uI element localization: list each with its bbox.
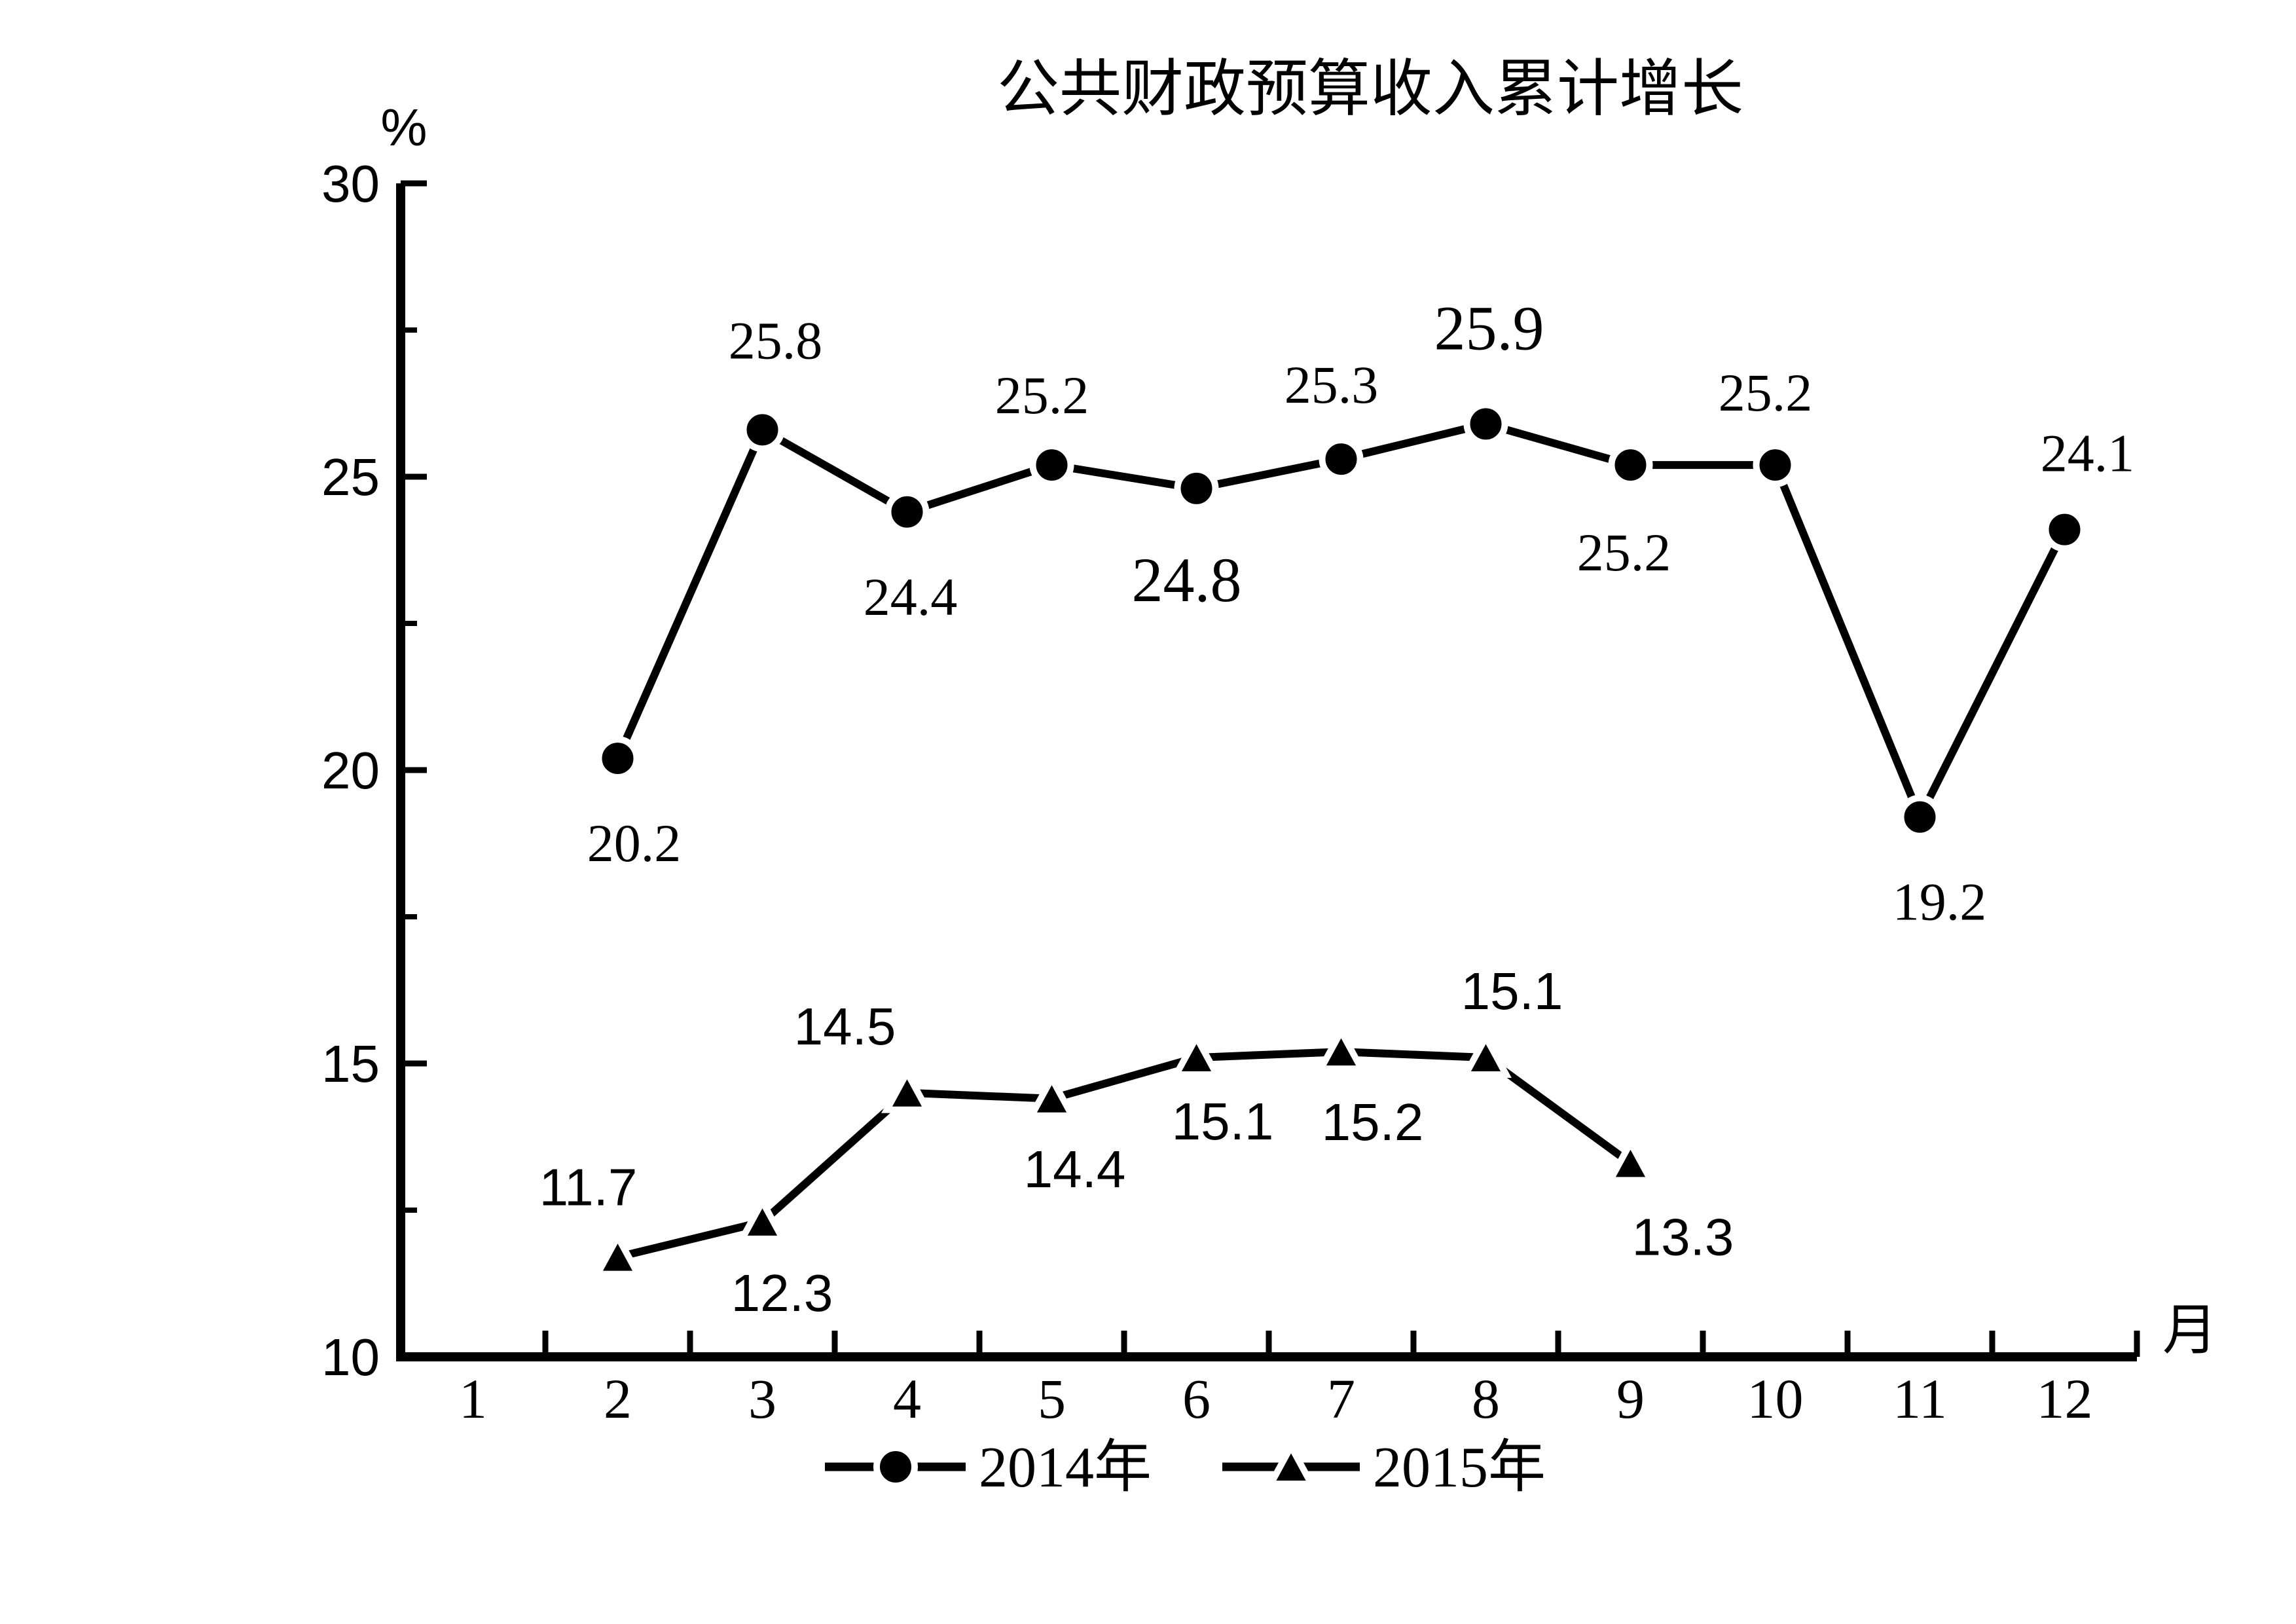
data-point-label: 14.5 bbox=[794, 997, 896, 1056]
data-point-circle bbox=[740, 407, 785, 452]
data-point-triangle bbox=[1171, 1030, 1222, 1079]
x-axis-unit-label: 月 bbox=[2162, 1301, 2217, 1361]
x-tick-label: 9 bbox=[1616, 1367, 1645, 1430]
legend-circle-marker bbox=[873, 1445, 918, 1489]
data-point-circle bbox=[595, 736, 640, 781]
data-point-circle bbox=[2042, 507, 2087, 552]
x-tick-label: 4 bbox=[893, 1367, 921, 1430]
y-tick-label: 25 bbox=[321, 448, 380, 506]
chart-title: 公共财政预算收入累计增长 bbox=[997, 54, 1743, 124]
data-point-label: 15.1 bbox=[1172, 1092, 1274, 1151]
data-point-circle bbox=[884, 489, 930, 534]
data-point-circle bbox=[1319, 437, 1364, 482]
x-tick-label: 6 bbox=[1182, 1367, 1211, 1430]
data-point-label: 25.2 bbox=[995, 365, 1089, 425]
data-point-label: 24.1 bbox=[2041, 424, 2135, 483]
y-tick-label: 20 bbox=[321, 741, 380, 800]
data-point-triangle bbox=[1026, 1071, 1078, 1119]
data-point-triangle bbox=[1460, 1030, 1512, 1079]
x-tick-label: 7 bbox=[1327, 1367, 1355, 1430]
data-point-label: 24.8 bbox=[1132, 545, 1242, 615]
data-point-triangle bbox=[592, 1230, 644, 1278]
data-point-label: 25.2 bbox=[1719, 363, 1813, 422]
data-point-label: 15.1 bbox=[1461, 962, 1563, 1020]
x-tick-label: 10 bbox=[1747, 1367, 1804, 1430]
series-line-2015年 bbox=[617, 1048, 1633, 1261]
data-point-label: 12.3 bbox=[731, 1264, 833, 1322]
data-point-label: 14.4 bbox=[1024, 1140, 1126, 1198]
x-tick-label: 5 bbox=[1038, 1367, 1066, 1430]
legend-item-label: 2014年 bbox=[979, 1436, 1152, 1500]
data-point-label: 19.2 bbox=[1893, 872, 1987, 932]
y-tick-label: 30 bbox=[321, 155, 380, 213]
data-point-circle bbox=[1897, 794, 1942, 840]
data-point-label: 13.3 bbox=[1632, 1208, 1734, 1266]
data-point-label: 25.8 bbox=[729, 310, 823, 370]
data-point-label: 25.2 bbox=[1577, 523, 1671, 582]
data-point-label: 11.7 bbox=[539, 1158, 638, 1217]
x-tick-label: 12 bbox=[2037, 1367, 2093, 1430]
data-point-circle bbox=[1174, 466, 1219, 511]
data-point-triangle bbox=[881, 1065, 933, 1113]
data-point-label: 25.9 bbox=[1434, 293, 1544, 363]
data-point-circle bbox=[1029, 443, 1074, 488]
data-point-label: 25.3 bbox=[1285, 355, 1379, 415]
x-tick-label: 8 bbox=[1472, 1367, 1500, 1430]
legend-item-label: 2015年 bbox=[1373, 1436, 1546, 1500]
data-point-label: 15.2 bbox=[1322, 1093, 1424, 1151]
data-point-triangle bbox=[1605, 1135, 1656, 1184]
data-point-circle bbox=[1608, 443, 1653, 488]
x-tick-label: 11 bbox=[1893, 1367, 1947, 1430]
data-point-label: 24.4 bbox=[864, 567, 958, 627]
x-tick-label: 1 bbox=[459, 1367, 487, 1430]
y-axis-unit-label: % bbox=[380, 98, 427, 157]
data-point-triangle bbox=[737, 1194, 788, 1242]
y-tick-label: 15 bbox=[321, 1035, 380, 1093]
data-point-triangle bbox=[1315, 1024, 1367, 1073]
data-point-label: 20.2 bbox=[587, 813, 682, 873]
x-tick-label: 3 bbox=[748, 1367, 776, 1430]
data-point-circle bbox=[1753, 443, 1798, 488]
y-tick-label: 10 bbox=[321, 1328, 380, 1386]
data-point-circle bbox=[1463, 401, 1508, 447]
legend-triangle-marker bbox=[1265, 1439, 1317, 1487]
x-tick-label: 2 bbox=[604, 1367, 632, 1430]
